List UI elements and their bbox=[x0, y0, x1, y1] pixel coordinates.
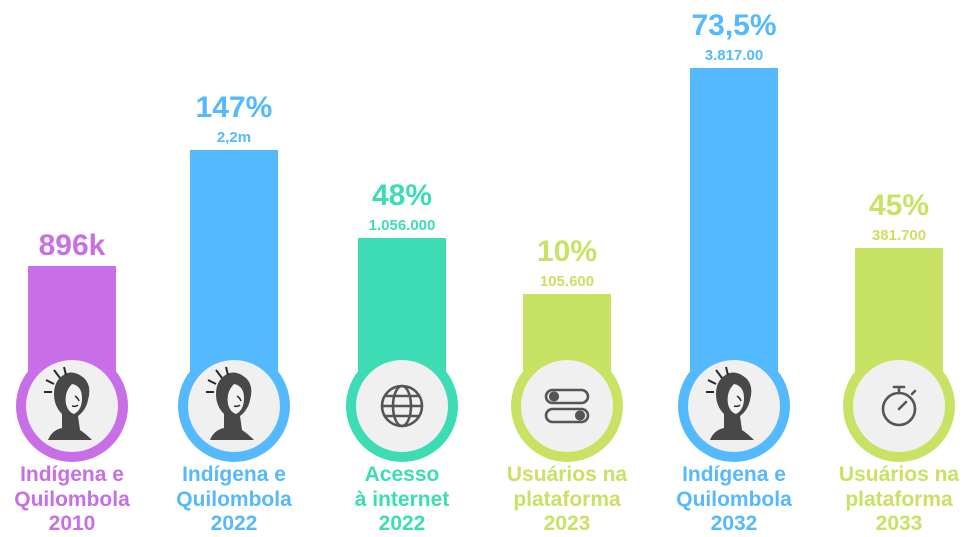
indigenous-portrait-icon bbox=[188, 360, 280, 452]
icon-circle bbox=[843, 350, 955, 462]
stopwatch-icon bbox=[853, 360, 945, 452]
absolute-value-label: 896k bbox=[38, 229, 106, 262]
category-label-line: Quilombola bbox=[14, 487, 130, 511]
percent-label: 48% bbox=[371, 179, 433, 212]
category-label-line: Indígena e bbox=[182, 463, 286, 486]
percent-label: 147% bbox=[195, 91, 273, 124]
percent-label: 73,5% bbox=[691, 9, 777, 42]
category-label: Indígena e Quilombola 2032 bbox=[634, 463, 834, 537]
category-label-line: Usuários na bbox=[838, 463, 960, 486]
icon-circle bbox=[678, 350, 790, 462]
category-label-line: Quilombola bbox=[676, 487, 792, 511]
category-label-line: 2022 bbox=[378, 512, 426, 535]
category-label-line: Usuários na bbox=[506, 463, 628, 486]
category-label-line: 2022 bbox=[210, 512, 258, 535]
category-label: Indígena e Quilombola 2010 bbox=[0, 463, 172, 537]
indigenous-portrait-icon bbox=[26, 360, 118, 452]
category-label-line: Indígena e bbox=[20, 463, 124, 486]
category-label-line: plataforma bbox=[513, 487, 621, 511]
category-label-line: 2010 bbox=[48, 512, 96, 535]
category-label: Usuários na plataforma 2023 bbox=[467, 463, 667, 537]
category-label-line: plataforma bbox=[845, 487, 953, 511]
percent-label: 10% bbox=[536, 235, 598, 268]
absolute-value-label: 3.817.00 bbox=[704, 47, 764, 64]
category-label-line: à internet bbox=[354, 487, 450, 511]
absolute-value-label: 2,2m bbox=[216, 129, 252, 146]
globe-icon bbox=[356, 360, 448, 452]
category-label-line: 2033 bbox=[875, 512, 923, 535]
icon-circle bbox=[346, 350, 458, 462]
absolute-value-label: 105.600 bbox=[539, 273, 595, 290]
category-label-line: 2023 bbox=[543, 512, 591, 535]
category-label-line: Quilombola bbox=[176, 487, 292, 511]
bar bbox=[690, 68, 778, 395]
category-label-line: Indígena e bbox=[682, 463, 786, 486]
category-label-line: 2032 bbox=[710, 512, 758, 535]
indigenous-portrait-icon bbox=[688, 360, 780, 452]
icon-circle bbox=[16, 350, 128, 462]
category-label-line: Acesso bbox=[364, 463, 440, 486]
absolute-value-label: 1.056.000 bbox=[368, 217, 436, 234]
category-label: Acesso à internet 2022 bbox=[302, 463, 502, 537]
category-label: Usuários na plataforma 2033 bbox=[799, 463, 977, 537]
percent-label: 45% bbox=[868, 189, 930, 222]
toggle-switches-icon bbox=[521, 360, 613, 452]
category-label: Indígena e Quilombola 2022 bbox=[134, 463, 334, 537]
icon-circle bbox=[511, 350, 623, 462]
absolute-value-label: 381.700 bbox=[871, 227, 927, 244]
icon-circle bbox=[178, 350, 290, 462]
